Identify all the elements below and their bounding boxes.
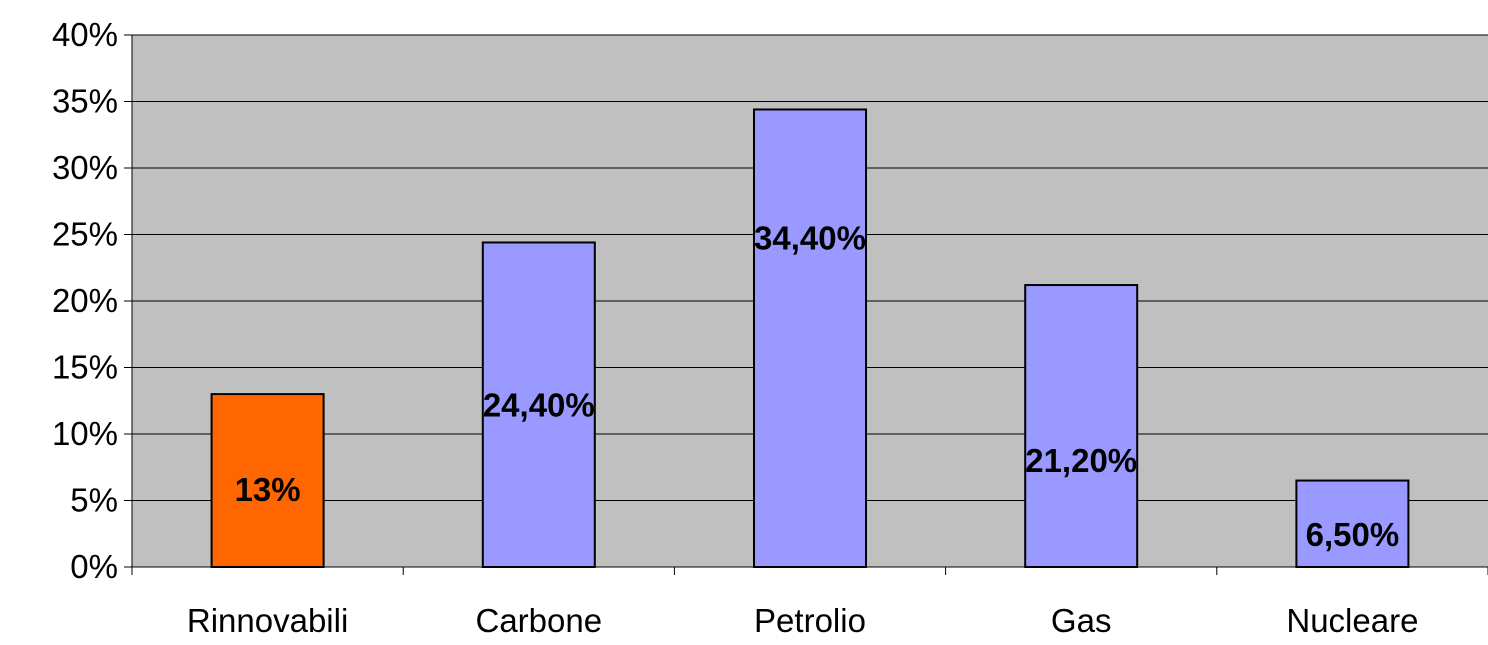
bar-gas [1024, 284, 1139, 568]
data-label: 24,40% [483, 387, 595, 424]
x-axis: Rinnovabili Carbone Petrolio Gas Nucleare [131, 566, 1488, 639]
y-tick-label: 10% [52, 415, 118, 452]
y-tick-label: 5% [70, 482, 118, 519]
data-label: 6,50% [1306, 516, 1400, 553]
x-category-label: Carbone [476, 602, 603, 639]
bar-carbone [481, 241, 596, 568]
bar-nucleare [1295, 479, 1410, 568]
data-label: 34,40% [754, 220, 866, 257]
data-label: 13% [235, 471, 301, 508]
bar-petrolio [753, 108, 867, 568]
x-category-label: Nucleare [1286, 602, 1418, 639]
y-axis: 0% 5% 10% 15% 20% 25% 30% 35% 40% [52, 16, 133, 585]
x-category-label: Petrolio [754, 602, 866, 639]
bars [210, 108, 1410, 568]
y-tick-label: 35% [52, 83, 118, 120]
y-tick-label: 0% [70, 548, 118, 585]
y-tick-label: 40% [52, 16, 118, 53]
y-tick-label: 15% [52, 349, 118, 386]
y-tick-label: 20% [52, 282, 118, 319]
x-category-label: Gas [1051, 602, 1112, 639]
data-label: 21,20% [1025, 442, 1137, 479]
bar-rinnovabili [210, 393, 325, 568]
data-labels: 13% 24,40% 34,40% 21,20% 6,50% [235, 220, 1400, 554]
x-category-label: Rinnovabili [187, 602, 348, 639]
y-tick-label: 25% [52, 216, 118, 253]
y-tick-label: 30% [52, 149, 118, 186]
